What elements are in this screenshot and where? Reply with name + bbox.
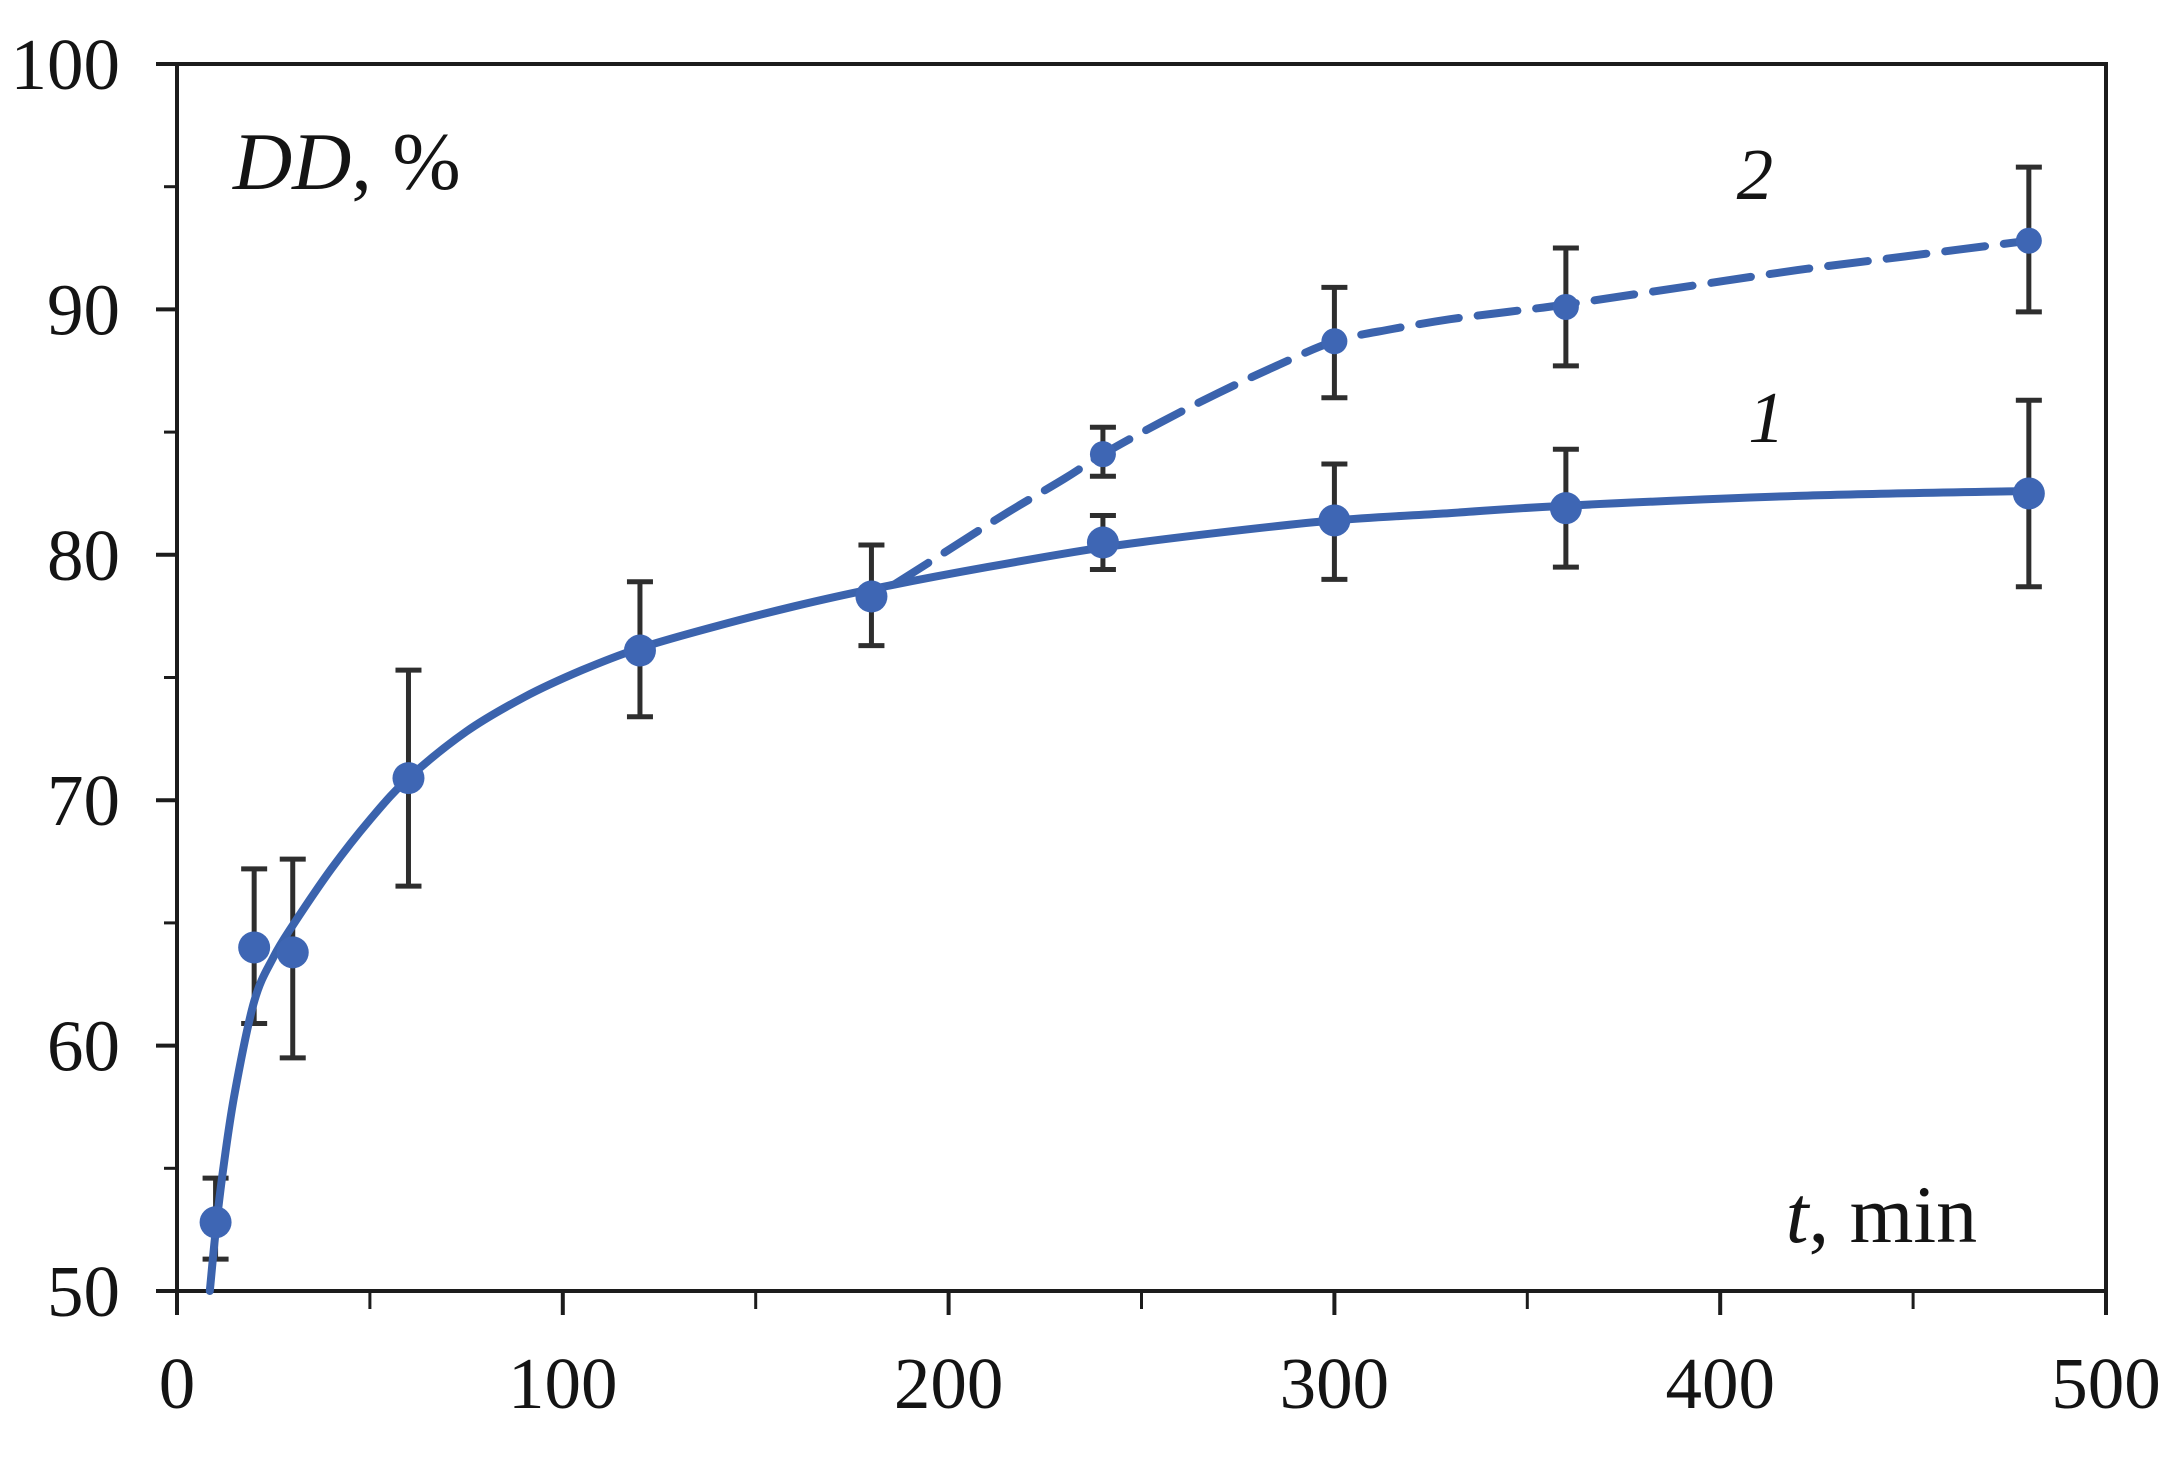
x-tick-label: 400 xyxy=(1665,1343,1775,1424)
x-tick-label: 500 xyxy=(2051,1343,2161,1424)
y-tick-label: 50 xyxy=(47,1251,120,1332)
series-2-curve xyxy=(890,236,2033,589)
x-axis-label: t, min xyxy=(1786,1169,1977,1260)
y-tick-label: 80 xyxy=(47,515,120,596)
x-tick-label: 0 xyxy=(159,1343,196,1424)
series-1-curve xyxy=(205,487,2033,1295)
series-1-point xyxy=(1318,504,1351,537)
y-axis-label-unit: , % xyxy=(351,116,460,207)
series-1-point xyxy=(238,931,271,964)
series-2-point xyxy=(1321,328,1348,355)
series-1-point xyxy=(392,762,425,795)
y-tick-label: 70 xyxy=(47,760,120,841)
y-axis-label: DD, % xyxy=(232,116,461,207)
series-2-label: 2 xyxy=(1737,134,1774,215)
series-1-point xyxy=(855,580,888,613)
x-tick-label: 100 xyxy=(508,1343,618,1424)
y-tick-label: 90 xyxy=(47,269,120,350)
series-1-point xyxy=(276,936,309,969)
series-1-point xyxy=(1549,492,1582,525)
x-tick-label: 300 xyxy=(1280,1343,1390,1424)
y-tick-label: 100 xyxy=(11,24,121,105)
series-2-point xyxy=(1089,441,1116,468)
y-tick-label: 60 xyxy=(47,1006,120,1087)
x-axis-label-var: t xyxy=(1786,1169,1811,1260)
y-axis-label-var: DD xyxy=(232,116,351,207)
series-1-point xyxy=(2012,477,2045,510)
series-2-point xyxy=(1552,293,1579,320)
x-tick-label: 200 xyxy=(894,1343,1004,1424)
x-axis-label-unit: , min xyxy=(1809,1169,1978,1260)
series-1-point xyxy=(1086,526,1119,559)
series-1-label: 1 xyxy=(1748,377,1785,458)
series-2-point xyxy=(2015,227,2042,254)
series-1-point xyxy=(199,1206,232,1239)
series-1-point xyxy=(623,634,656,667)
